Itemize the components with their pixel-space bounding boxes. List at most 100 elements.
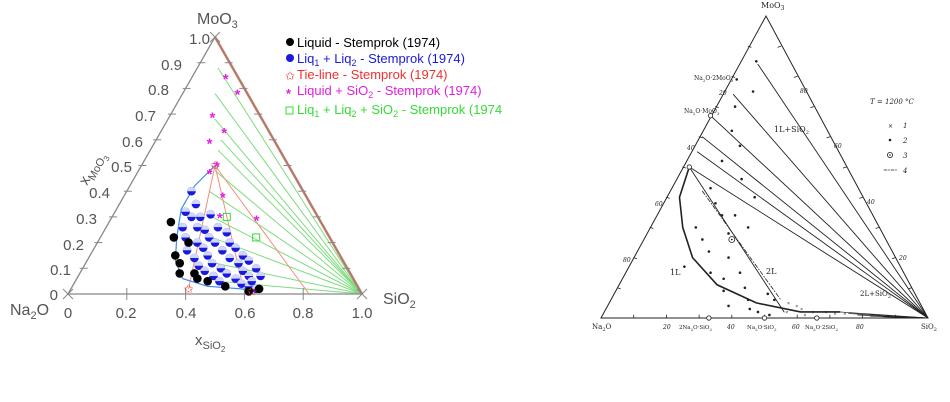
compound-point xyxy=(686,164,692,170)
data-dot xyxy=(694,226,698,229)
dash-dot-line xyxy=(701,190,782,301)
liq1-liq2-point-half xyxy=(206,210,215,215)
liq1-liq2-point-half xyxy=(210,238,220,243)
tie-line xyxy=(220,139,363,295)
liq1-liq2-sio2-point xyxy=(252,233,261,242)
x-tick-labels: 0 0.2 0.4 0.6 0.8 1.0 xyxy=(64,305,373,322)
liquid-point xyxy=(166,217,176,227)
liquid-sio2-point: * xyxy=(210,110,216,127)
data-dot xyxy=(768,313,771,317)
data-dot xyxy=(766,292,770,296)
y-tick-label: 0.3 xyxy=(76,211,97,228)
apex-label-na2o: Na2O xyxy=(10,302,49,322)
liq1-liq2-point-half xyxy=(213,222,223,228)
liq1-liq2-point-half xyxy=(225,253,234,259)
data-dot xyxy=(707,250,711,253)
tie-line-point: ✩ xyxy=(184,282,194,296)
legend-item-tie-line: ✩ Tie-line - Stemprok (1974) xyxy=(285,67,448,83)
y-tick-label: 0.7 xyxy=(135,108,156,125)
liquid-sio2-point: * xyxy=(220,189,226,206)
liquid-point xyxy=(203,276,212,286)
apex-label-sio2: SiO2 xyxy=(383,291,416,311)
compound-point xyxy=(707,113,714,119)
tie-line xyxy=(211,216,363,295)
tick-mark xyxy=(633,257,638,260)
data-dot xyxy=(756,310,760,314)
tie-line xyxy=(208,190,363,295)
liquid-point xyxy=(175,269,185,278)
liq1-liq2-point-half xyxy=(238,266,248,271)
compound-label: Na2O·MoO3 xyxy=(684,108,720,116)
data-dot xyxy=(748,307,752,311)
liq1-liq2-point-half xyxy=(251,264,261,269)
data-cross: × xyxy=(834,311,837,317)
right-ternary-diagram: ×××× × × ××× MoO3 Na2O SiO2 Na2O·2MoO3 Na2O… xyxy=(592,1,937,333)
compound-label: Na2O·SiO2 xyxy=(747,325,777,332)
liq1-liq2-point-half xyxy=(256,271,265,277)
tie-line xyxy=(701,136,929,319)
liq1-liq2-point-half xyxy=(222,228,232,233)
tie-line xyxy=(217,149,363,295)
tie-line xyxy=(214,118,363,295)
tick-mark xyxy=(859,196,863,199)
region-label: 2L+SiO2 xyxy=(860,290,891,300)
tie-line xyxy=(214,93,363,295)
y-tick-label: 0.2 xyxy=(63,237,84,254)
tick-mark xyxy=(616,287,621,290)
liq1-liq2-point-half xyxy=(187,186,196,192)
liq1-liq2-point-half xyxy=(244,271,254,277)
key-marker-ring xyxy=(887,151,894,158)
liquid-sio2-point: * xyxy=(207,135,213,152)
data-dot xyxy=(709,271,712,275)
tick-mark xyxy=(793,76,798,78)
key-label: 2 xyxy=(902,137,908,145)
tick-mark xyxy=(875,226,880,229)
liq1-liq2-point-half xyxy=(247,276,257,282)
tick-mark xyxy=(810,106,814,108)
data-dot xyxy=(722,289,725,293)
data-dot xyxy=(755,60,758,63)
liq1-liq2-point-half xyxy=(215,276,224,282)
tick-label: 80 xyxy=(800,88,808,95)
legend-item-liquid: Liquid - Stemprok (1974) xyxy=(286,35,440,50)
bottom-compound-labels: 2Na2O·SiO2 Na2O·SiO2 Na2O·2SiO2 xyxy=(679,325,838,332)
tick-mark xyxy=(649,226,654,229)
data-dot xyxy=(746,226,750,229)
tick-mark xyxy=(826,136,831,139)
apex-label-sio2: SiO2 xyxy=(921,323,937,333)
data-cross: × xyxy=(795,304,798,310)
liq1-liq2-point-half xyxy=(222,269,232,274)
y-tick-label: 0.8 xyxy=(148,82,169,99)
liq1-liq2-point-half xyxy=(200,225,210,230)
key-label: 4 xyxy=(902,167,907,175)
apex-label-moo3: MoO3 xyxy=(197,11,238,31)
tie-line-point: ✩ xyxy=(247,284,257,298)
legend-item-liq1-liq2-sio2: Liq1 + Liq2 + SiO2 - Stemprok (1974 xyxy=(285,102,502,119)
liq1-liq2-sio2-point xyxy=(222,212,231,221)
data-dot xyxy=(743,286,747,290)
tick-label: 20 xyxy=(898,255,907,262)
y-tick-labels: 0 0.1 0.2 0.3 0.4 0.5 0.6 0.7 0.8 0.9 1.… xyxy=(50,31,210,304)
tick-mark xyxy=(842,166,847,169)
liq1-liq2-point-half xyxy=(234,258,243,264)
liq1-liq2-point-half xyxy=(204,233,214,238)
tick-label: 60 xyxy=(792,324,800,331)
data-dot xyxy=(727,256,730,259)
liq1-liq2-point-half xyxy=(244,256,254,261)
liq1-liq2-point-half xyxy=(231,274,240,279)
tick-label: 60 xyxy=(834,143,842,150)
symbol-key: T = 1200 °C × 1 2 3 4 xyxy=(870,98,915,175)
data-dot xyxy=(735,78,739,81)
data-dot xyxy=(746,298,750,302)
liquid-sio2-point: * xyxy=(235,87,241,104)
data-dot xyxy=(727,304,730,308)
liq1-liq2-point-half xyxy=(237,279,246,284)
y-tick-label: 0.1 xyxy=(50,262,71,279)
tie-line xyxy=(757,63,929,319)
liquid-sio2-point: * xyxy=(221,125,227,142)
liq1-liq2-point-half xyxy=(181,233,190,238)
x-axis-title: xSiO2 xyxy=(195,332,226,354)
liquid-sio2-point: * xyxy=(254,212,260,229)
corner-mark xyxy=(209,31,221,43)
